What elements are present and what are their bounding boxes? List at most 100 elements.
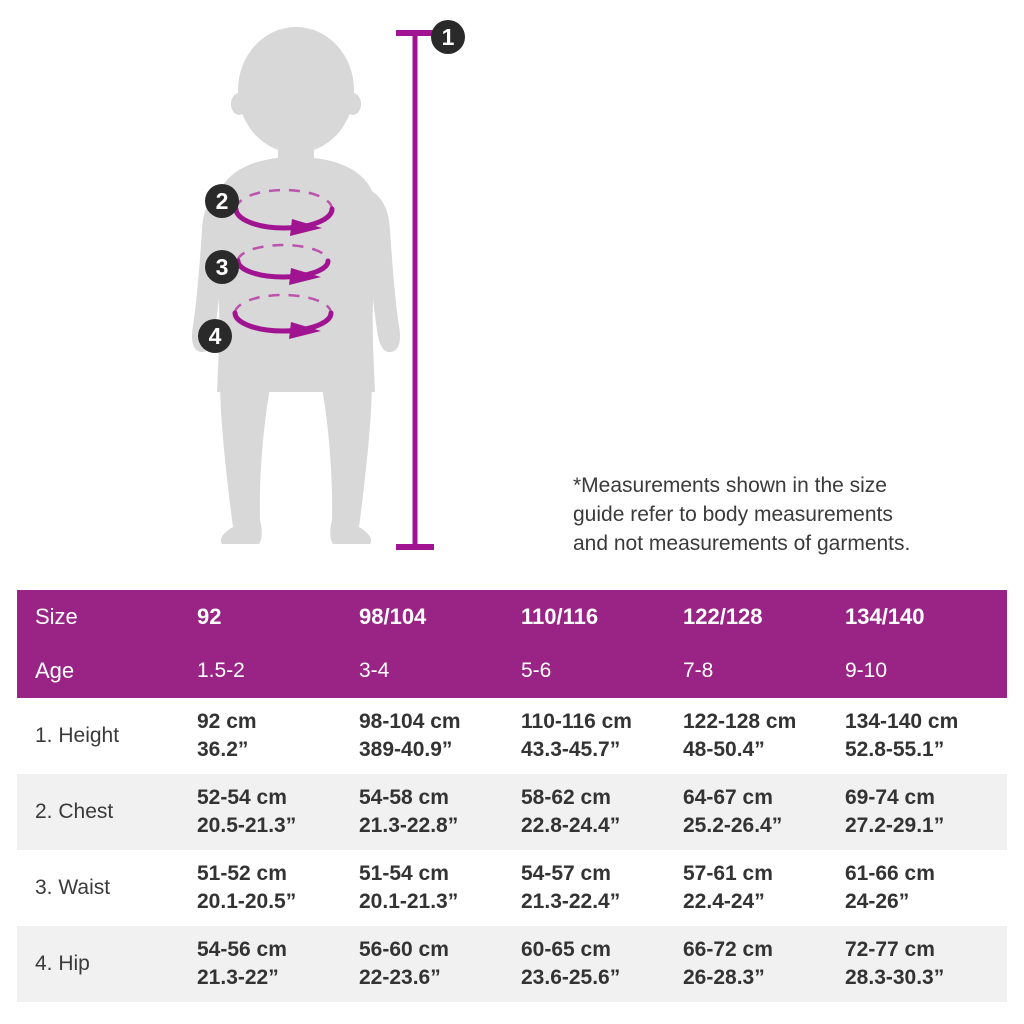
silhouette-head: [238, 27, 354, 153]
waist-measure-ellipse: [235, 243, 331, 285]
row-label: 4. Hip: [35, 952, 90, 975]
cm-value: 56-60 cm: [359, 938, 449, 961]
measurement-cell: 58-62 cm 22.8-24.4”: [521, 784, 683, 840]
inch-value: 20.5-21.3”: [197, 814, 297, 837]
inch-value: 20.1-20.5”: [197, 890, 297, 913]
silhouette-arm-right: [365, 190, 401, 353]
silhouette-leg-left: [220, 378, 271, 544]
header-age-value: 5-6: [521, 659, 552, 682]
hip-measure-ellipse: [232, 293, 334, 339]
measurement-cell: 64-67 cm 25.2-26.4”: [683, 784, 845, 840]
inch-value: 24-26”: [845, 890, 910, 913]
measurement-cell: 66-72 cm 26-28.3”: [683, 936, 845, 992]
badge-2-number: 2: [216, 188, 229, 214]
inch-value: 21.3-22”: [197, 966, 279, 989]
table-row-chest: 2. Chest 52-54 cm 20.5-21.3” 54-58 cm 21…: [17, 774, 1007, 850]
child-silhouette: [191, 27, 401, 544]
inch-value: 27.2-29.1”: [845, 814, 945, 837]
table-row-waist: 3. Waist 51-52 cm 20.1-20.5” 51-54 cm 20…: [17, 850, 1007, 926]
cm-value: 61-66 cm: [845, 862, 935, 885]
silhouette-ear-right: [345, 93, 361, 115]
header-age-value: 1.5-2: [197, 659, 245, 682]
cm-value: 134-140 cm: [845, 710, 959, 733]
cm-value: 60-65 cm: [521, 938, 611, 961]
inch-value: 26-28.3”: [683, 966, 765, 989]
size-table-header: Size 92 98/104 110/116 122/128 134/140 A…: [17, 590, 1007, 698]
row-label: 2. Chest: [35, 800, 114, 823]
row-label: 3. Waist: [35, 876, 111, 899]
header-size-value: 122/128: [683, 604, 763, 629]
silhouette-leg-right: [321, 378, 372, 544]
row-label: 1. Height: [35, 724, 120, 747]
cm-value: 69-74 cm: [845, 786, 935, 809]
inch-value: 21.3-22.4”: [521, 890, 621, 913]
header-size-value: 92: [197, 604, 222, 629]
measurement-cell: 56-60 cm 22-23.6”: [359, 936, 521, 992]
header-size-value: 134/140: [845, 604, 925, 629]
note-line-3: and not measurements of garments.: [573, 532, 911, 555]
badge-4: 4: [198, 319, 232, 353]
cm-value: 52-54 cm: [197, 786, 287, 809]
inch-value: 20.1-21.3”: [359, 890, 459, 913]
note-line-2: guide refer to body measurements: [573, 503, 893, 526]
cm-value: 66-72 cm: [683, 938, 773, 961]
cm-value: 57-61 cm: [683, 862, 773, 885]
cm-value: 51-52 cm: [197, 862, 287, 885]
measurement-cell: 54-58 cm 21.3-22.8”: [359, 784, 521, 840]
cm-value: 98-104 cm: [359, 710, 461, 733]
measurement-cell: 57-61 cm 22.4-24”: [683, 860, 845, 916]
measurement-cell: 61-66 cm 24-26”: [845, 860, 1007, 916]
badge-1-number: 1: [442, 24, 455, 50]
inch-value: 28.3-30.3”: [845, 966, 945, 989]
inch-value: 22.8-24.4”: [521, 814, 621, 837]
inch-value: 48-50.4”: [683, 738, 765, 761]
header-size-value: 110/116: [521, 604, 599, 629]
cm-value: 54-58 cm: [359, 786, 449, 809]
measurement-cell: 60-65 cm 23.6-25.6”: [521, 936, 683, 992]
cm-value: 72-77 cm: [845, 938, 935, 961]
cm-value: 92 cm: [197, 710, 257, 733]
measurement-cell: 54-57 cm 21.3-22.4”: [521, 860, 683, 916]
cm-value: 58-62 cm: [521, 786, 611, 809]
measurement-cell: 51-52 cm 20.1-20.5”: [197, 860, 359, 916]
header-size-label: Size: [35, 604, 78, 629]
measurement-cell: 122-128 cm 48-50.4”: [683, 708, 845, 764]
measurements-note: *Measurements shown in the size guide re…: [573, 471, 953, 558]
measurement-cell: 134-140 cm 52.8-55.1”: [845, 708, 1007, 764]
measurement-cell: 72-77 cm 28.3-30.3”: [845, 936, 1007, 992]
inch-value: 21.3-22.8”: [359, 814, 459, 837]
badge-1: 1: [431, 20, 465, 54]
inch-value: 43.3-45.7”: [521, 738, 621, 761]
inch-value: 389-40.9”: [359, 738, 453, 761]
note-line-1: *Measurements shown in the size: [573, 474, 887, 497]
header-age-value: 9-10: [845, 659, 888, 682]
inch-value: 36.2”: [197, 738, 249, 761]
header-age-value: 3-4: [359, 659, 390, 682]
header-age-value: 7-8: [683, 659, 714, 682]
inch-value: 22.4-24”: [683, 890, 765, 913]
cm-value: 122-128 cm: [683, 710, 797, 733]
cm-value: 110-116 cm: [521, 710, 632, 733]
badge-2: 2: [205, 184, 239, 218]
cm-value: 64-67 cm: [683, 786, 773, 809]
header-age-row: Age 1.5-2 3-4 5-6 7-8 9-10: [17, 658, 1007, 684]
measurement-figure: 1 2 3 4: [191, 20, 465, 550]
measurement-cell: 51-54 cm 20.1-21.3”: [359, 860, 521, 916]
header-size-value: 98/104: [359, 604, 427, 629]
table-row-height: 1. Height 92 cm 36.2” 98-104 cm 389-40.9…: [17, 698, 1007, 774]
inch-value: 23.6-25.6”: [521, 966, 621, 989]
cm-value: 54-57 cm: [521, 862, 611, 885]
badge-3: 3: [205, 250, 239, 284]
chest-measure-ellipse: [233, 188, 335, 236]
silhouette-ear-left: [231, 93, 247, 115]
hip-arrow-icon: [289, 322, 321, 339]
cm-value: 51-54 cm: [359, 862, 449, 885]
measurement-cell: 54-56 cm 21.3-22”: [197, 936, 359, 992]
waist-arrow-icon: [289, 268, 321, 285]
badge-3-number: 3: [216, 254, 229, 280]
cm-value: 54-56 cm: [197, 938, 287, 961]
measurement-cell: 69-74 cm 27.2-29.1”: [845, 784, 1007, 840]
header-size-row: Size 92 98/104 110/116 122/128 134/140: [17, 604, 1007, 630]
chest-arrow-icon: [290, 219, 322, 236]
badge-4-number: 4: [209, 323, 222, 349]
